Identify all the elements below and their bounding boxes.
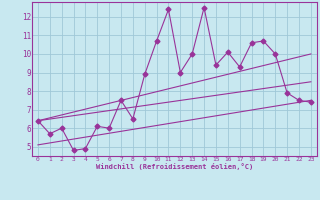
X-axis label: Windchill (Refroidissement éolien,°C): Windchill (Refroidissement éolien,°C) xyxy=(96,163,253,170)
